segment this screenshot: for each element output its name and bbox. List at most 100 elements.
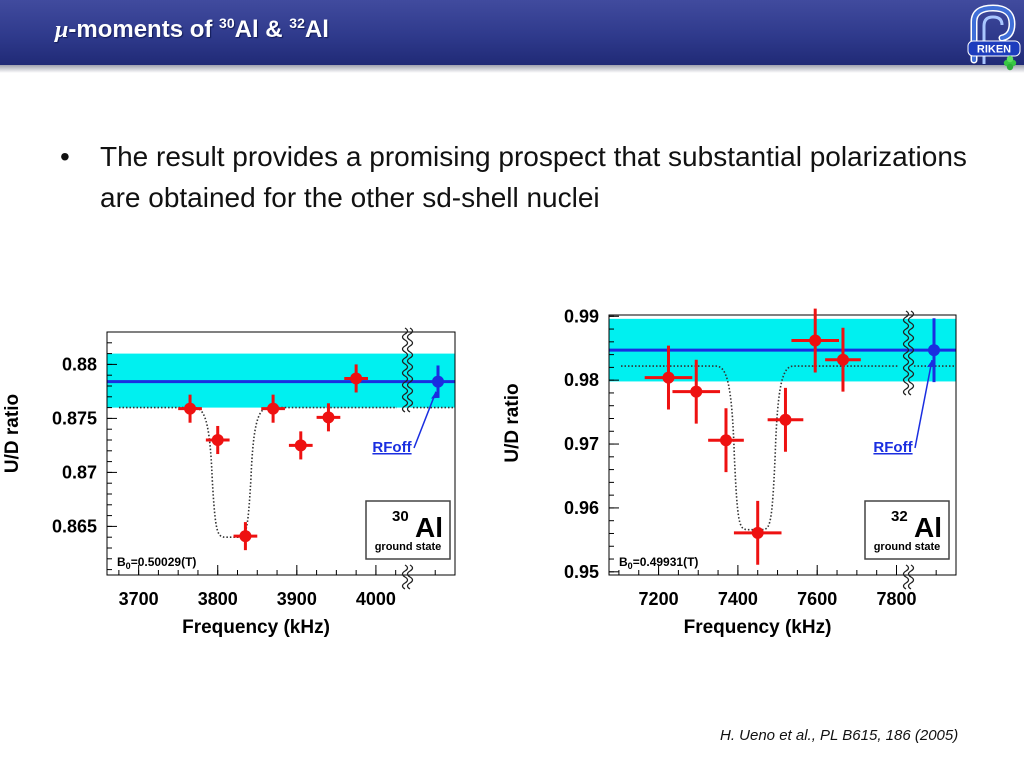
x-tick-label: 7200 — [639, 589, 679, 609]
data-marker — [662, 371, 675, 384]
bullet-marker: • — [60, 141, 70, 172]
title-bar — [0, 0, 1024, 65]
isotope-mass: 32 — [891, 508, 908, 525]
data-point — [644, 345, 693, 410]
rfoff-marker — [928, 344, 940, 357]
data-point — [344, 364, 368, 393]
x-axis-title: Frequency (kHz) — [684, 617, 832, 638]
b0-value: =0.49931(T) — [633, 555, 699, 569]
data-point — [288, 431, 313, 460]
rfoff-arrow-line — [914, 359, 933, 449]
data-point — [733, 500, 782, 565]
title-superscript-30: 30 — [219, 15, 235, 31]
y-axis-title: U/D ratio — [2, 394, 23, 473]
x-tick-label: 7800 — [876, 589, 916, 609]
title-superscript-32: 32 — [289, 15, 305, 31]
svg-text:RIKEN: RIKEN — [977, 44, 1011, 56]
isotope-box — [365, 500, 451, 560]
data-point — [178, 394, 202, 423]
slide-title: μ-moments of 30Al & 32Al — [55, 16, 329, 44]
plot-frame — [608, 314, 957, 576]
y-tick-label: 0.99 — [564, 306, 599, 326]
data-point — [316, 403, 341, 432]
title-bar-shadow — [0, 65, 1024, 73]
isotope-symbol: Al — [914, 512, 942, 543]
data-point — [233, 522, 258, 551]
x-tick-label: 7400 — [718, 589, 758, 609]
y-tick-label: 0.865 — [52, 516, 97, 536]
rfoff-marker — [432, 375, 444, 388]
rfoff-point — [432, 365, 444, 398]
plot-frame — [106, 331, 456, 576]
title-text-1: -moments of — [68, 16, 220, 43]
data-marker — [239, 530, 252, 543]
y-axis-title: U/D ratio — [502, 383, 523, 462]
chart-al30: 3700 3800 3900 4000 0.865 0.87 0.875 0.88 Freque… — [2, 327, 456, 638]
y-tick-label: 0.88 — [62, 354, 97, 374]
data-marker — [184, 402, 197, 415]
b0-label: B0=0.50029(T) — [117, 555, 196, 571]
y-tick-label: 0.96 — [564, 498, 599, 518]
x-tick-label: 7600 — [797, 589, 837, 609]
x-tick-label: 3800 — [198, 589, 238, 609]
y-tick-label: 0.95 — [564, 562, 599, 582]
title-text-3: Al — [304, 16, 329, 43]
data-marker — [779, 413, 792, 426]
isotope-state: ground state — [375, 541, 442, 553]
axis-break-bottom-right — [907, 564, 915, 590]
data-marker — [836, 353, 849, 366]
axis-break-bottom-left — [401, 564, 409, 590]
axis-break-top-right — [907, 310, 915, 396]
isotope-state: ground state — [874, 541, 941, 553]
y-tick-label: 0.87 — [62, 462, 97, 482]
data-point — [708, 408, 744, 473]
axis-break-top-left — [401, 327, 409, 413]
axis-break-top-left — [902, 310, 910, 396]
data-point — [825, 327, 861, 392]
b0-value: =0.50029(T) — [131, 555, 197, 569]
rfoff-arrowhead — [431, 391, 439, 399]
b0-prefix: B — [117, 555, 126, 569]
isotope-box — [864, 500, 950, 560]
data-point — [767, 387, 804, 452]
b0-subscript: 0 — [628, 561, 633, 571]
isotope-symbol: Al — [415, 512, 443, 543]
title-text-2: Al & — [234, 16, 290, 43]
data-marker — [809, 334, 822, 347]
riken-logo: RIKEN — [967, 4, 1021, 71]
rfoff-label: RFoff — [873, 439, 913, 456]
x-tick-label: 3700 — [119, 589, 159, 609]
data-marker — [267, 402, 280, 415]
b0-label: B0=0.49931(T) — [619, 555, 698, 571]
rfoff-point — [928, 318, 940, 383]
chart-al32: 7200 7400 7600 7800 0.95 0.96 0.97 0.98 0.99 Freq… — [502, 306, 957, 638]
axis-break-bottom-left — [902, 564, 910, 590]
citation: H. Ueno et al., PL B615, 186 (2005) — [720, 727, 959, 744]
b0-prefix: B — [619, 555, 628, 569]
y-tick-label: 0.875 — [52, 408, 97, 428]
x-axis-title: Frequency (kHz) — [182, 617, 330, 638]
data-point — [791, 308, 840, 373]
data-marker — [350, 372, 363, 385]
data-marker — [211, 434, 224, 446]
b0-subscript: 0 — [126, 561, 131, 571]
bullet-text: The result provides a promising prospect… — [100, 141, 967, 213]
axis-break-bottom-right — [406, 564, 414, 590]
isotope-mass: 30 — [392, 508, 409, 525]
data-marker — [294, 439, 307, 452]
rfoff-label: RFoff — [372, 439, 412, 456]
data-point — [672, 359, 721, 424]
data-marker — [690, 385, 703, 398]
y-tick-label: 0.98 — [564, 370, 599, 390]
fit-curve — [119, 406, 455, 538]
y-tick-label: 0.97 — [564, 434, 599, 454]
data-point — [205, 425, 230, 455]
rfoff-arrow-line — [413, 391, 437, 449]
mu-symbol: μ — [55, 17, 69, 43]
axis-break-top-right — [406, 327, 414, 413]
x-tick-label: 4000 — [356, 589, 396, 609]
data-marker — [719, 434, 732, 447]
x-tick-label: 3900 — [277, 589, 317, 609]
data-point — [261, 394, 285, 423]
data-marker — [322, 411, 335, 424]
